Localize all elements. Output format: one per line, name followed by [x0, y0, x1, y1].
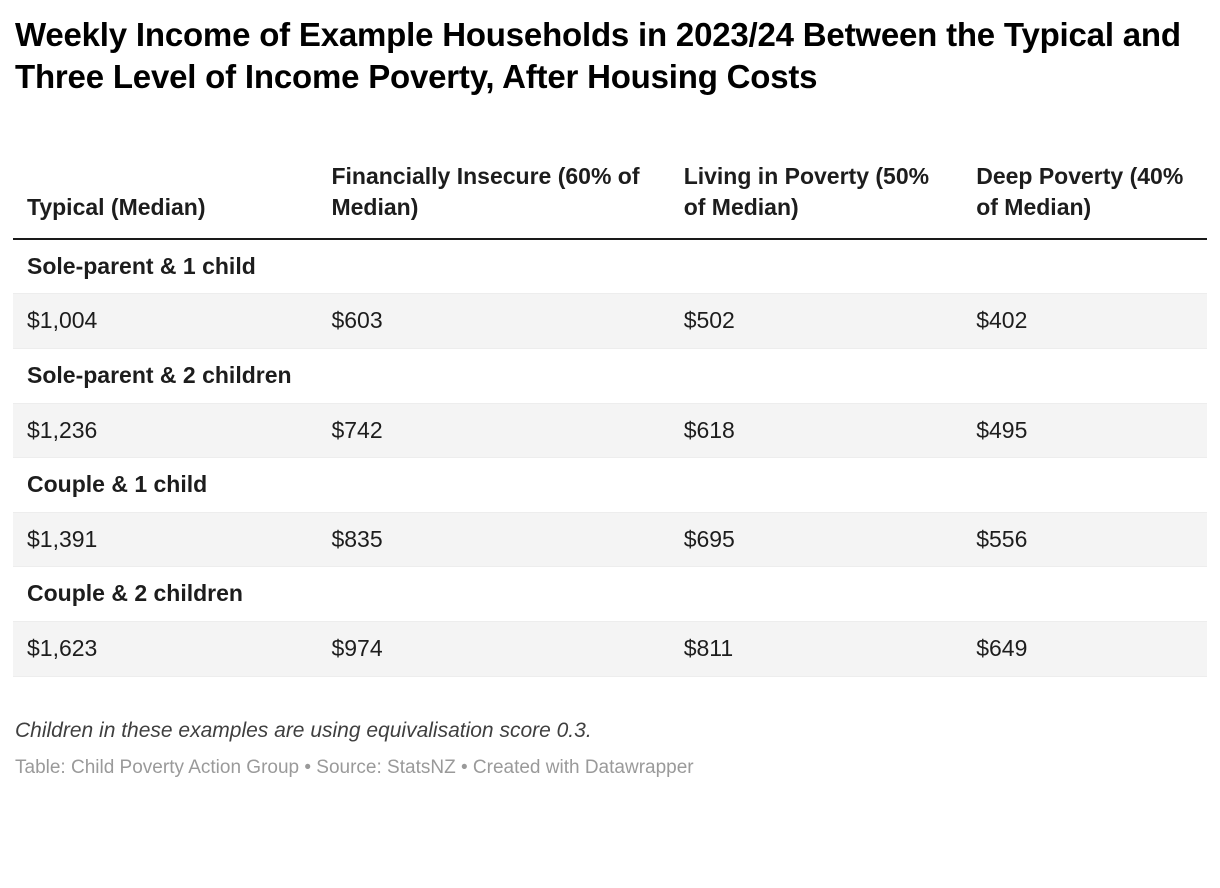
income-value-cell: $1,623: [13, 621, 318, 677]
income-values-row: $1,391 $835 $695 $556: [13, 512, 1207, 567]
column-header-financially-insecure: Financially Insecure (60% of Median): [331, 163, 640, 220]
income-value-cell: $742: [317, 403, 670, 458]
column-header-deep-poverty: Deep Poverty (40% of Median): [976, 163, 1184, 220]
income-value-cell: $1,391: [13, 512, 318, 567]
income-value-cell: $618: [669, 403, 963, 458]
income-value-cell: $1,236: [13, 403, 318, 458]
income-value-cell: $974: [317, 621, 670, 677]
chart-title: Weekly Income of Example Households in 2…: [15, 16, 1181, 95]
footnote: Children in these examples are using equ…: [15, 718, 592, 742]
income-value-cell: $1,004: [13, 293, 318, 349]
household-group-label: Couple & 1 child: [13, 457, 1207, 513]
income-value-cell: $495: [962, 403, 1207, 458]
household-group-label: Sole-parent & 2 children: [13, 348, 1207, 404]
income-values-row: $1,236 $742 $618 $495: [13, 403, 1207, 458]
income-value-cell: $695: [669, 512, 963, 567]
income-value-cell: $811: [669, 621, 963, 677]
income-value-cell: $402: [962, 293, 1207, 349]
income-value-cell: $835: [317, 512, 670, 567]
header-row: Typical (Median) Financially Insecure (6…: [13, 155, 1207, 239]
household-group-row: Couple & 2 children: [13, 566, 1207, 622]
income-table: Typical (Median) Financially Insecure (6…: [13, 155, 1207, 677]
household-group-row: Sole-parent & 2 children: [13, 348, 1207, 404]
income-values-row: $1,004 $603 $502 $402: [13, 293, 1207, 349]
household-group-label: Couple & 2 children: [13, 566, 1207, 622]
household-group-row: Sole-parent & 1 child: [13, 238, 1207, 294]
household-group-label: Sole-parent & 1 child: [13, 238, 1207, 294]
column-header-typical: Typical (Median): [27, 193, 206, 220]
income-value-cell: $556: [962, 512, 1207, 567]
table-body: Sole-parent & 1 child $1,004 $603 $502 $402 S…: [13, 238, 1207, 677]
income-value-cell: $603: [317, 293, 670, 349]
attribution-line: Table: Child Poverty Action Group • Sour…: [15, 756, 694, 778]
income-value-cell: $649: [962, 621, 1207, 677]
column-header-living-in-poverty: Living in Poverty (50% of Median): [683, 163, 930, 220]
table-header: Typical (Median) Financially Insecure (6…: [13, 155, 1207, 239]
income-value-cell: $502: [669, 293, 963, 349]
income-values-row: $1,623 $974 $811 $649: [13, 621, 1207, 677]
household-group-row: Couple & 1 child: [13, 457, 1207, 513]
